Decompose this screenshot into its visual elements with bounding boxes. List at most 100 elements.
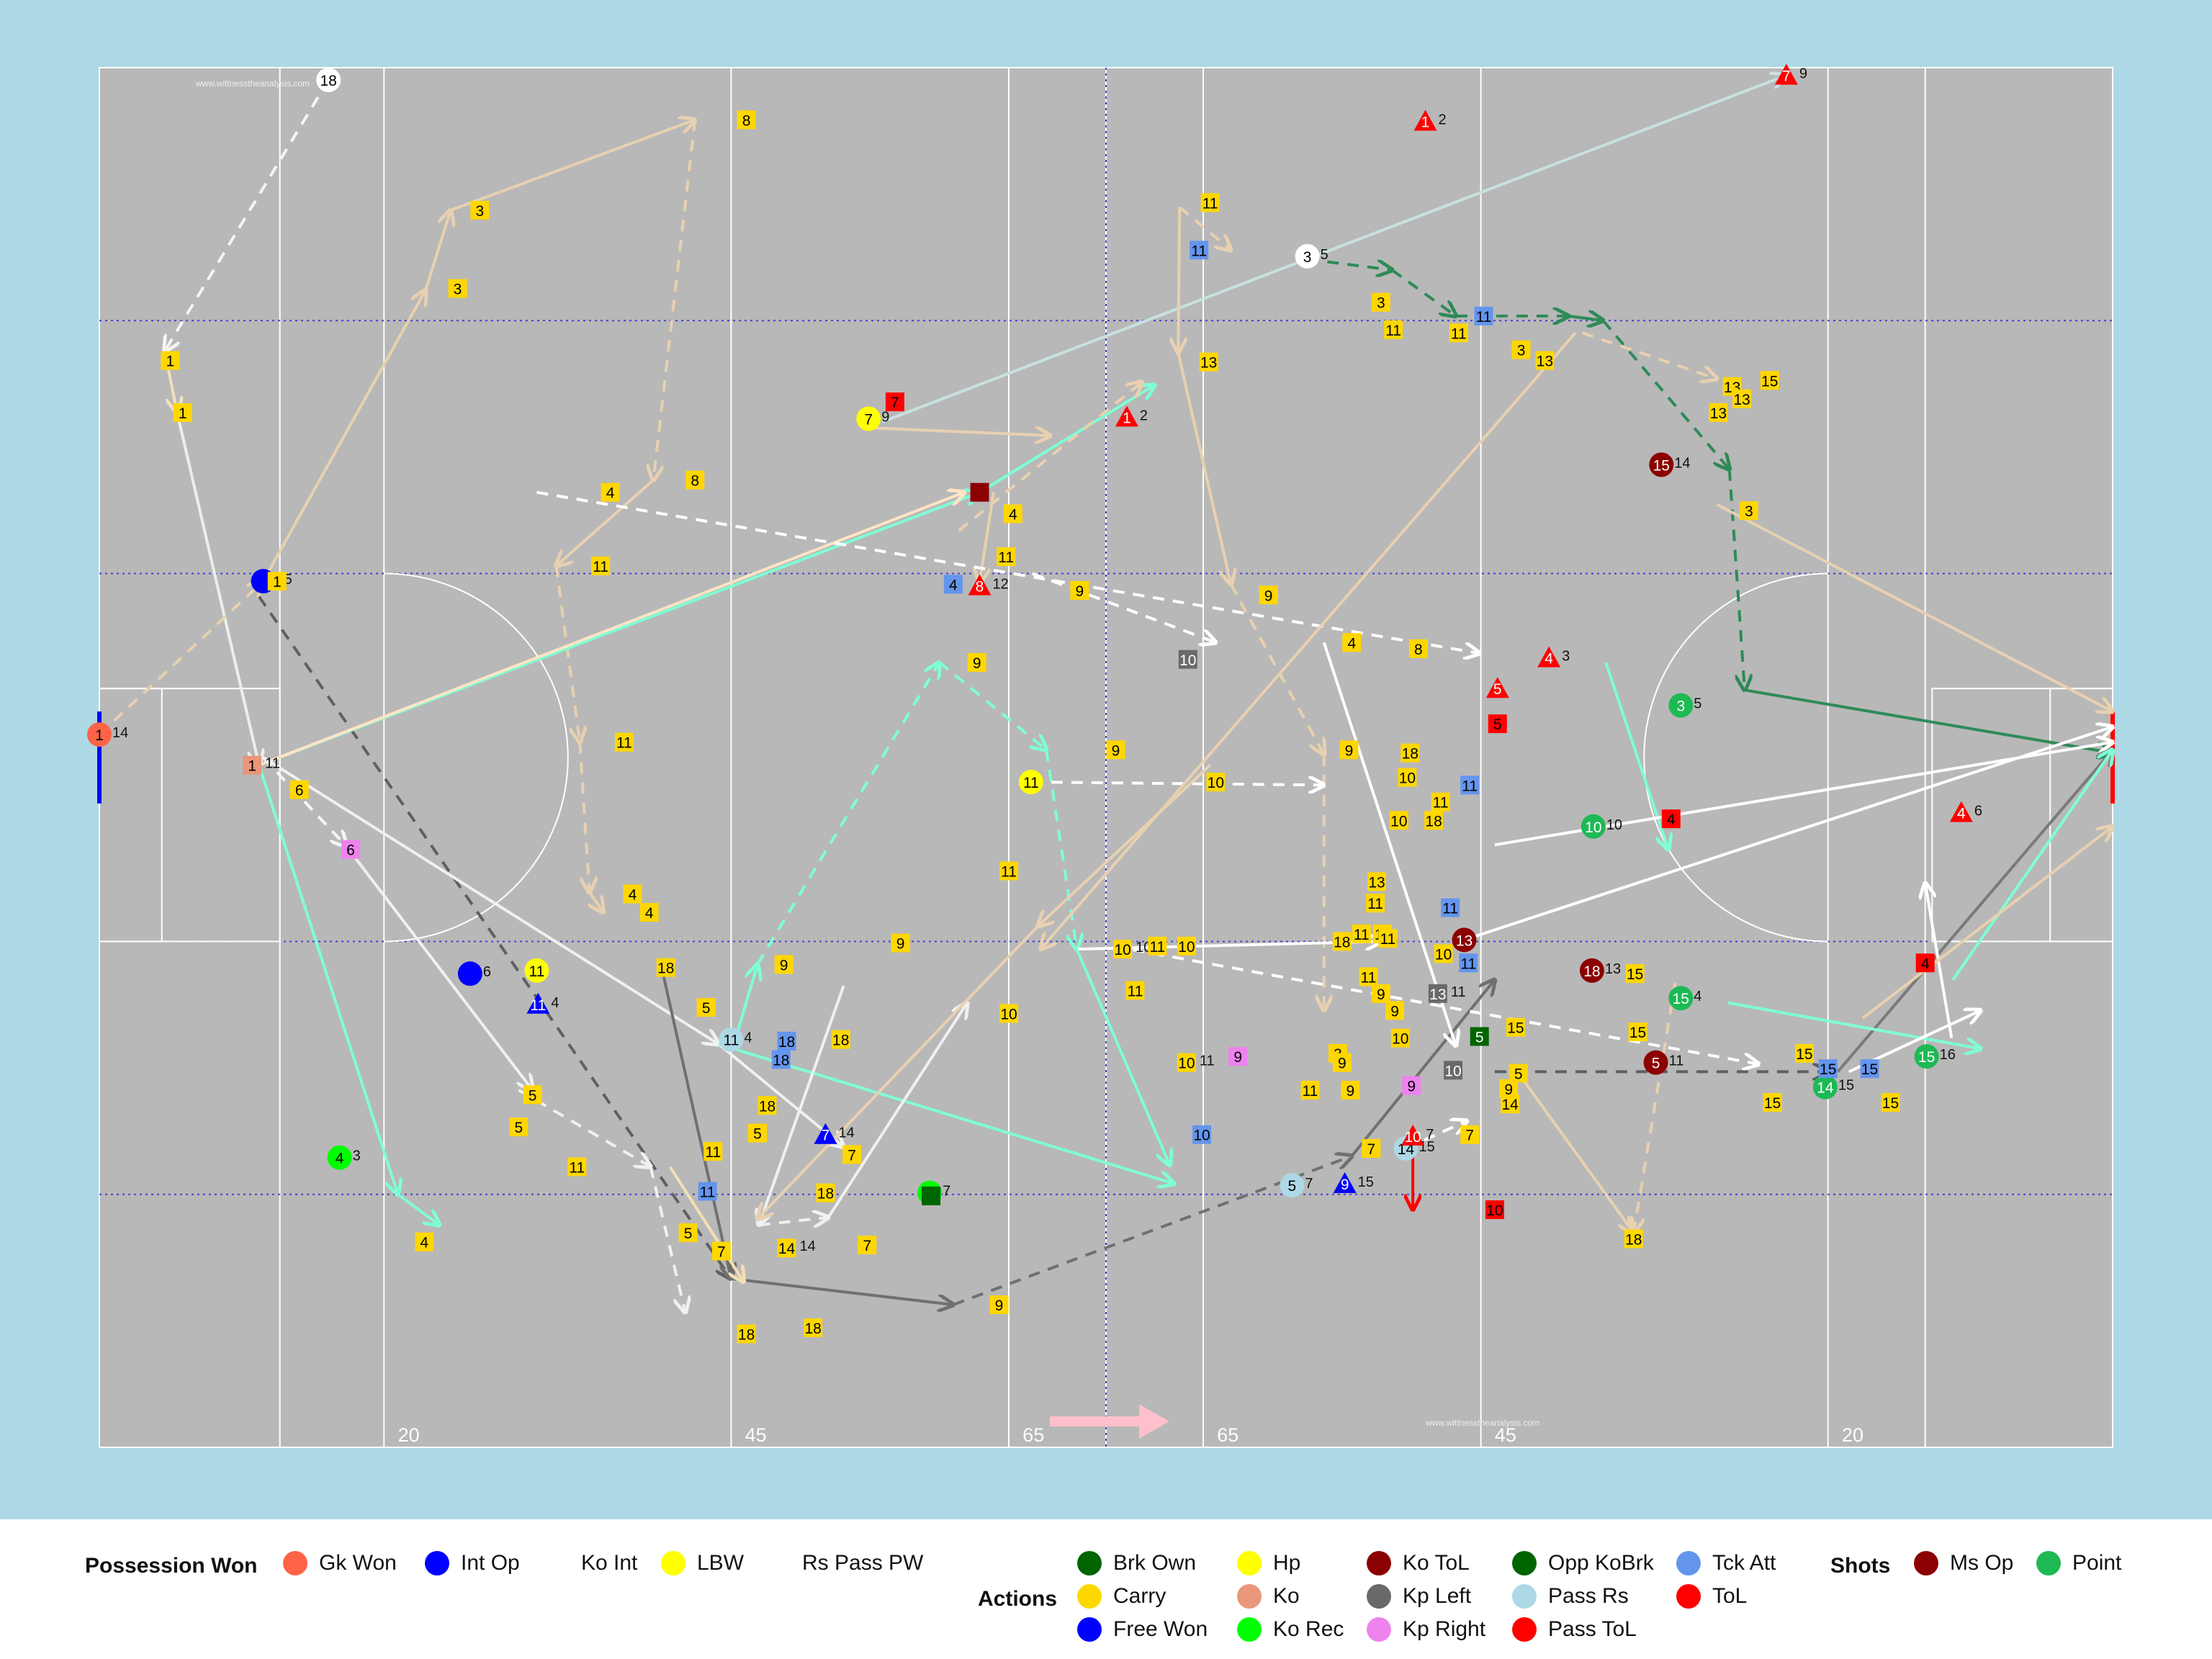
event-marker-number: 14 <box>778 1241 796 1257</box>
event-marker-number: 11 <box>1442 901 1458 917</box>
event-marker-number: 7 <box>1782 68 1791 85</box>
pass-segment <box>345 845 532 1089</box>
legend-item: Int Op <box>425 1551 520 1575</box>
event-marker: 15 <box>1760 371 1779 390</box>
d-arc-right <box>1643 572 1828 943</box>
event-marker-square <box>1860 1059 1879 1079</box>
pass-segment <box>731 1277 953 1305</box>
pass-segment <box>258 493 965 767</box>
pass-segment <box>556 479 655 566</box>
event-marker: 18 <box>777 1031 796 1051</box>
legend-item: Ko Rec <box>1237 1617 1344 1642</box>
event-marker-square <box>997 547 1016 567</box>
event-marker-number: 5 <box>1514 1066 1523 1083</box>
event-marker: 11 <box>698 1182 717 1201</box>
event-marker: 11 <box>1441 898 1460 917</box>
event-marker-tag: 3 <box>353 1148 361 1164</box>
legend: Possession Won Actions Shots Gk Won Int O… <box>0 1519 2212 1659</box>
event-marker-circle <box>1649 452 1674 477</box>
event-marker-circle <box>1452 927 1477 953</box>
event-marker-square <box>1390 1028 1410 1048</box>
pass-segment <box>1744 688 2113 752</box>
event-marker: 18 <box>1424 811 1444 830</box>
event-marker-tag: 4 <box>551 995 559 1011</box>
event-marker-number: 3 <box>1377 295 1385 312</box>
event-marker-square <box>1428 984 1447 1003</box>
event-marker-square <box>1384 320 1403 340</box>
event-marker-number: 14 <box>1501 1097 1519 1113</box>
legend-swatch <box>1077 1551 1102 1575</box>
event-marker-square <box>757 1096 777 1115</box>
event-marker: 18 <box>1332 932 1352 951</box>
event-marker-number: 11 <box>1433 795 1449 811</box>
legend-label: Pass Rs <box>1548 1584 1629 1608</box>
event-marker-circle <box>1579 958 1604 983</box>
event-marker-circle <box>316 68 341 93</box>
event-marker-number: 9 <box>780 957 788 974</box>
event-marker: 18 <box>831 1030 850 1049</box>
event-marker-square <box>737 1324 756 1344</box>
event-marker: 11 <box>999 861 1019 881</box>
event-marker-number: 18 <box>804 1321 821 1337</box>
event-marker-number: 18 <box>1425 813 1442 830</box>
event-marker: 18 <box>816 1183 835 1202</box>
pitch-line-label: 20 <box>1842 1424 1863 1446</box>
event-marker-tag: 11 <box>1200 1053 1215 1069</box>
event-marker: 10 <box>999 1004 1019 1023</box>
pass-segment <box>450 120 695 212</box>
event-marker: 15 4 <box>1668 986 1701 1011</box>
event-marker-square <box>1444 1061 1463 1080</box>
event-marker-square <box>698 1182 717 1201</box>
event-marker: 11 4 <box>719 1027 752 1052</box>
event-marker-square <box>711 1241 731 1261</box>
event-marker-square <box>989 1295 1009 1315</box>
event-marker: 4 <box>1342 633 1362 652</box>
legend-item: Kp Left <box>1367 1584 1471 1609</box>
event-marker-square <box>1459 953 1478 973</box>
event-marker-triangle <box>968 574 992 595</box>
legend-swatch <box>1512 1617 1537 1642</box>
event-marker-triangle <box>526 992 550 1014</box>
event-marker-number: 18 <box>773 1052 789 1069</box>
event-marker: 18 <box>804 1318 823 1337</box>
event-marker: 11 <box>1018 770 1043 795</box>
event-marker-number: 11 <box>1462 778 1478 794</box>
event-marker-number: 15 <box>1820 1061 1836 1078</box>
event-marker: 1 <box>267 572 287 591</box>
event-marker: 13 <box>1452 927 1477 953</box>
pass-segment <box>1634 982 1677 1233</box>
event-marker-square <box>1332 932 1352 951</box>
event-marker: 6 <box>341 840 361 859</box>
event-marker-square <box>173 403 192 422</box>
event-marker: 3 <box>1371 292 1390 312</box>
event-marker-square <box>470 200 490 220</box>
event-marker: 9 <box>1106 740 1125 760</box>
event-marker-circle <box>524 958 549 983</box>
event-marker-square <box>1401 743 1420 763</box>
legend-label: Kp Left <box>1403 1584 1472 1608</box>
event-marker-square <box>1449 323 1468 343</box>
legend-item: Brk Own <box>1077 1551 1196 1575</box>
event-marker: 3 <box>470 200 490 220</box>
legend-item: Tck Att <box>1676 1551 1776 1575</box>
event-marker: 4 <box>601 482 620 502</box>
event-marker-tag: 2 <box>1140 408 1148 423</box>
legend-label: Ms Op <box>1950 1551 2014 1575</box>
event-marker: 10 <box>1398 768 1417 787</box>
event-marker: 5 <box>1470 1027 1489 1046</box>
event-marker: 6 <box>289 780 309 799</box>
event-marker: 10 <box>1206 773 1226 792</box>
event-marker: 11 <box>1474 306 1493 325</box>
legend-title-shots: Shots <box>1830 1554 1891 1578</box>
legend-label: Tck Att <box>1712 1551 1776 1575</box>
event-marker-triangle <box>1949 801 1973 822</box>
legend-label: Rs Pass PW <box>802 1551 924 1575</box>
legend-swatch <box>1237 1551 1262 1575</box>
event-marker-square <box>1199 352 1218 372</box>
event-marker-square <box>678 1223 698 1242</box>
event-marker-number: 9 <box>1076 583 1084 600</box>
event-marker-square <box>999 1004 1019 1023</box>
event-marker-number: 18 <box>1334 934 1350 950</box>
event-marker: 11 <box>1449 323 1468 343</box>
event-marker-number: 4 <box>606 485 615 502</box>
